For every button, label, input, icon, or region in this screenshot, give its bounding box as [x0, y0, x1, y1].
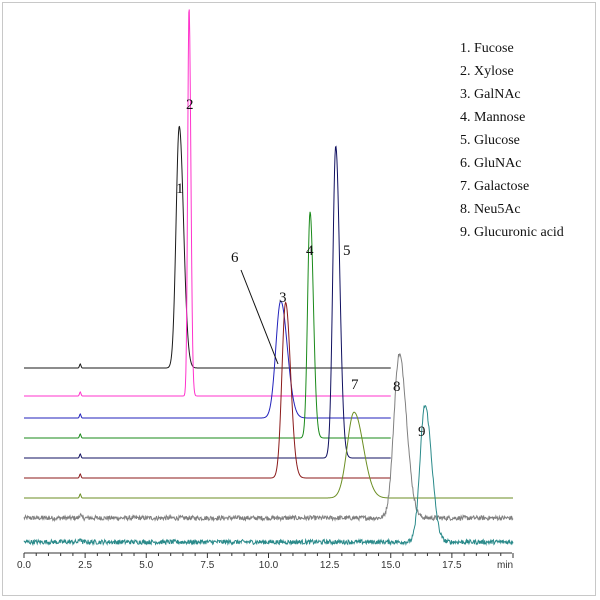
legend-item-galnac: 3. GalNAc	[460, 87, 521, 102]
x-tick-label: 7.5	[200, 560, 214, 571]
x-ticks-group: 0.0 2.5 5.0 7.5 10.0 12.5 15.0 17.5	[17, 553, 514, 571]
legend-item-galactose: 7. Galactose	[460, 179, 529, 194]
legend-item-xylose: 2. Xylose	[460, 64, 514, 79]
trace-7	[24, 411, 513, 499]
legend: 1. Fucose 2. Xylose 3. GalNAc 4. Mannose…	[460, 41, 564, 240]
peak-6-leader-line	[240, 269, 279, 365]
trace-5	[24, 145, 391, 459]
x-tick-label: 5.0	[139, 560, 153, 571]
legend-item-fucose: 1. Fucose	[460, 41, 514, 56]
trace-9	[23, 405, 514, 547]
trace-1	[24, 125, 391, 369]
trace-2	[24, 9, 391, 397]
x-tick-label: 2.5	[78, 560, 92, 571]
legend-item-mannose: 4. Mannose	[460, 110, 525, 125]
trace-8	[23, 353, 514, 523]
peak-label-9: 9	[418, 424, 426, 440]
x-tick-label: 0.0	[17, 560, 31, 571]
peak-label-4: 4	[306, 243, 314, 259]
peak-label-3: 3	[279, 290, 287, 306]
x-tick-label: 12.5	[320, 560, 340, 571]
traces-group	[23, 9, 514, 547]
trace-4	[24, 211, 391, 439]
peak-label-7: 7	[351, 377, 359, 393]
legend-item-glucuronic-acid: 9. Glucuronic acid	[460, 225, 564, 240]
x-tick-label: 10.0	[259, 560, 279, 571]
x-tick-label: 15.0	[381, 560, 401, 571]
legend-item-neu5ac: 8. Neu5Ac	[460, 202, 521, 217]
legend-item-glucose: 5. Glucose	[460, 133, 520, 148]
legend-item-glunac: 6. GluNAc	[460, 156, 521, 171]
peak-label-1: 1	[176, 181, 184, 197]
peak-label-5: 5	[343, 243, 351, 259]
peak-label-6: 6	[231, 250, 239, 266]
peak-label-8: 8	[393, 379, 401, 395]
trace-6	[24, 301, 391, 479]
peak-label-2: 2	[186, 97, 194, 113]
peak-labels-group: 1 2 3 4 5 6 7 8 9	[176, 97, 426, 440]
x-axis-unit: min	[497, 560, 513, 571]
trace-3	[24, 300, 391, 419]
x-tick-label: 17.5	[442, 560, 462, 571]
